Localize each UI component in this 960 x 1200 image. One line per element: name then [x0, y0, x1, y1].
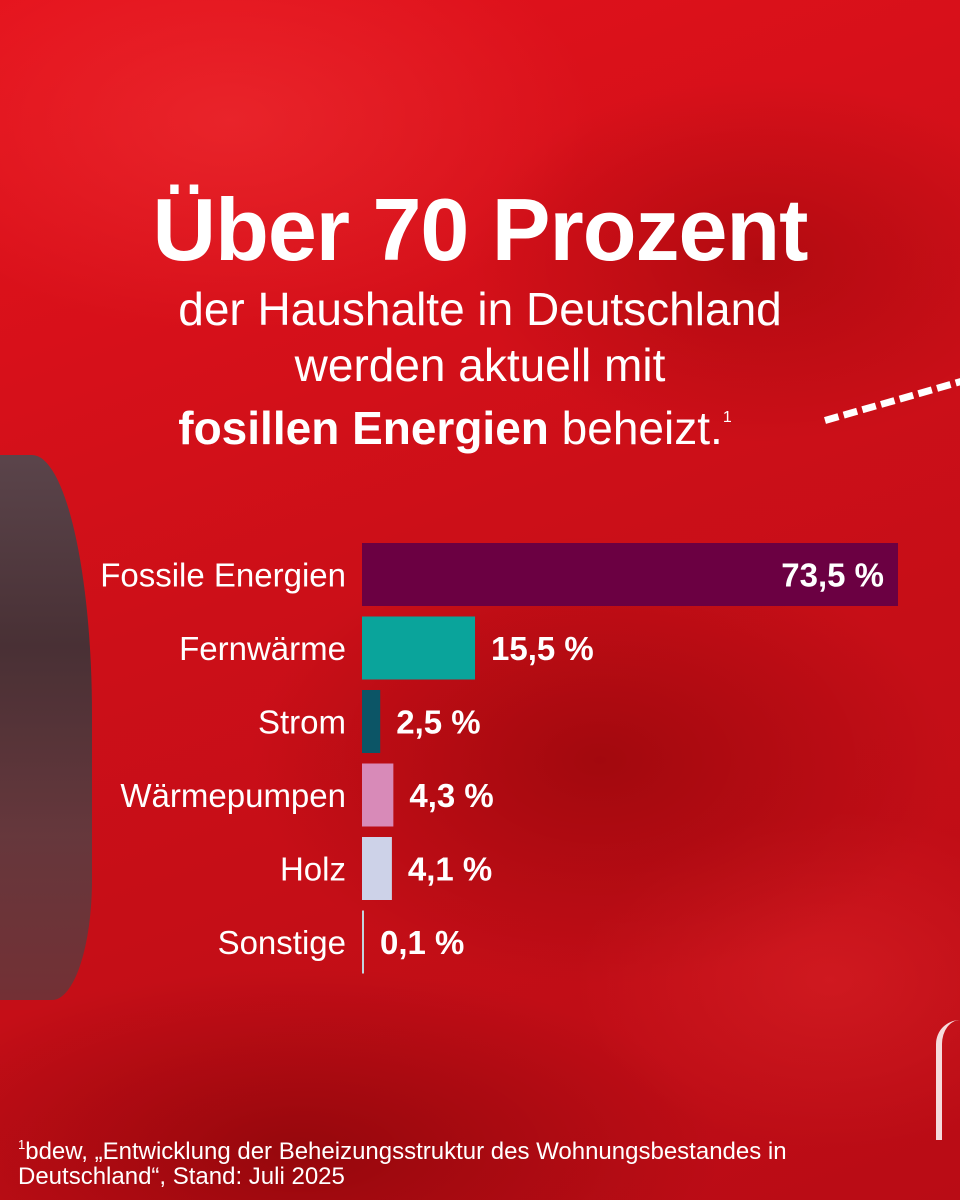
- subline-bold: fosillen Energien: [178, 402, 549, 454]
- footnote-mark: 1: [722, 409, 732, 426]
- footnote-number: 1: [18, 1137, 26, 1152]
- headline: Über 70 Prozent: [152, 180, 809, 279]
- value-label-0: 73,5 %: [781, 557, 884, 594]
- category-label-4: Holz: [280, 851, 346, 888]
- category-label-3: Wärmepumpen: [120, 777, 346, 814]
- subline-2: werden aktuell mit: [294, 339, 666, 391]
- curved-line-decoration: [936, 1020, 960, 1140]
- value-label-2: 2,5 %: [396, 704, 480, 741]
- category-label-0: Fossile Energien: [100, 557, 346, 594]
- category-label-1: Fernwärme: [179, 630, 346, 667]
- value-label-1: 15,5 %: [491, 630, 594, 667]
- bar-0: [362, 543, 898, 606]
- subline-rest: beheizt.: [548, 402, 723, 454]
- value-label-4: 4,1 %: [408, 851, 492, 888]
- bar-2: [362, 690, 381, 753]
- footnote: 1bdew, „Entwicklung der Beheizungsstrukt…: [18, 1132, 918, 1189]
- bar-1: [362, 616, 476, 680]
- bar-3: [362, 763, 394, 827]
- footnote-text: bdew, „Entwicklung der Beheizungsstruktu…: [18, 1138, 787, 1190]
- category-label-2: Strom: [258, 704, 346, 741]
- subline-3: fosillen Energien beheizt.1: [0, 390, 935, 456]
- value-label-3: 4,3 %: [409, 777, 493, 814]
- subline-1: der Haushalte in Deutschland: [178, 283, 782, 335]
- category-label-5: Sonstige: [218, 924, 346, 961]
- value-label-5: 0,1 %: [380, 924, 464, 961]
- bar-chart: Fossile Energien 73,5 % Fernwärme 15,5 % Str…: [100, 543, 898, 974]
- bar-5: [362, 910, 364, 974]
- bar-4: [362, 837, 392, 900]
- person-photo-silhouette: [0, 455, 92, 1000]
